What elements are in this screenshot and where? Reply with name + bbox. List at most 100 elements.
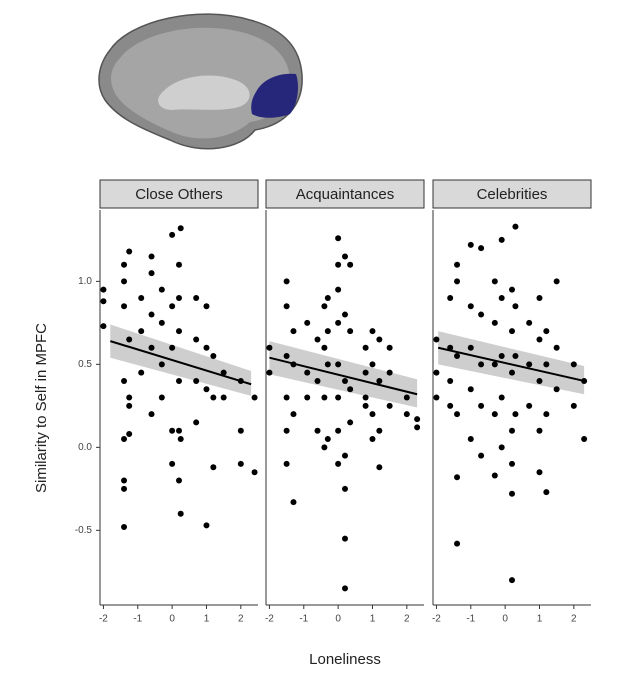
data-point <box>447 294 454 301</box>
data-point <box>342 452 348 459</box>
data-point <box>376 336 383 343</box>
data-point <box>335 235 342 242</box>
data-point <box>498 294 505 301</box>
data-point <box>176 377 182 384</box>
data-point <box>512 411 519 418</box>
data-point <box>478 452 485 459</box>
data-point <box>509 286 515 293</box>
data-point <box>342 585 348 592</box>
data-point <box>454 261 461 268</box>
data-point <box>403 411 410 418</box>
data-point <box>342 535 348 542</box>
data-point <box>304 394 311 401</box>
data-point <box>454 474 461 481</box>
data-point <box>403 394 410 401</box>
data-point <box>512 223 519 230</box>
data-point <box>369 411 376 418</box>
data-point <box>177 510 184 517</box>
data-point <box>491 472 498 479</box>
data-point <box>210 353 217 360</box>
strip-label: Celebrities <box>477 186 548 203</box>
data-point <box>454 540 461 547</box>
data-point <box>553 344 560 351</box>
data-point <box>376 464 383 471</box>
data-point <box>491 278 498 285</box>
data-point <box>193 377 200 384</box>
data-point <box>386 402 393 409</box>
data-point <box>536 427 543 434</box>
data-point <box>581 436 588 443</box>
data-point <box>335 286 342 293</box>
data-point <box>509 328 515 335</box>
strip-label: Close Others <box>135 186 223 203</box>
data-point <box>304 369 311 376</box>
data-point <box>467 303 474 310</box>
data-point <box>203 303 210 310</box>
data-point <box>362 394 369 401</box>
y-tick-label: 1.0 <box>78 276 92 287</box>
data-point <box>376 427 383 434</box>
data-point <box>512 353 519 360</box>
data-point <box>526 319 533 326</box>
data-point <box>126 402 133 409</box>
data-point <box>138 369 145 376</box>
data-point <box>342 377 348 384</box>
data-point <box>321 444 328 451</box>
y-tick-label: 0.5 <box>78 359 92 370</box>
data-point <box>478 245 485 252</box>
data-point <box>454 411 461 418</box>
data-point <box>283 427 290 434</box>
data-point <box>126 431 133 438</box>
data-point <box>148 344 155 351</box>
data-point <box>121 377 128 384</box>
brain-illustration <box>98 13 303 150</box>
data-point <box>342 485 348 492</box>
data-point <box>266 344 273 351</box>
data-point <box>536 336 543 343</box>
data-point <box>220 369 227 376</box>
data-point <box>543 328 550 335</box>
x-tick-label: -2 <box>99 614 108 625</box>
data-point <box>283 353 290 360</box>
data-point <box>342 253 348 260</box>
data-point <box>369 328 376 335</box>
data-point <box>526 402 533 409</box>
data-point <box>369 436 376 443</box>
x-tick-label: 0 <box>169 614 175 625</box>
data-point <box>478 361 485 368</box>
data-point <box>498 394 505 401</box>
data-point <box>251 394 258 401</box>
data-point <box>158 361 165 368</box>
x-tick-label: 0 <box>502 614 508 625</box>
data-point <box>362 344 369 351</box>
y-tick-label: -0.5 <box>75 525 93 536</box>
data-point <box>220 394 227 401</box>
data-point <box>536 294 543 301</box>
data-point <box>433 369 440 376</box>
data-point <box>362 369 369 376</box>
data-point <box>158 319 165 326</box>
data-point <box>335 460 342 467</box>
data-point <box>237 460 244 467</box>
data-point <box>467 241 474 248</box>
data-point <box>193 419 200 426</box>
data-point <box>148 270 155 277</box>
data-point <box>478 402 485 409</box>
data-point <box>386 344 393 351</box>
data-point <box>454 353 461 360</box>
data-point <box>283 303 290 310</box>
data-point <box>467 344 474 351</box>
data-point <box>210 464 217 471</box>
data-point <box>362 402 369 409</box>
data-point <box>169 231 176 238</box>
data-point <box>176 477 182 484</box>
data-point <box>335 319 342 326</box>
data-point <box>498 353 505 360</box>
data-point <box>100 298 107 305</box>
data-point <box>570 361 577 368</box>
data-point <box>121 261 128 268</box>
strip <box>99 179 259 209</box>
data-point <box>509 490 515 497</box>
strip-label: Acquaintances <box>296 186 394 203</box>
data-point <box>314 377 321 384</box>
